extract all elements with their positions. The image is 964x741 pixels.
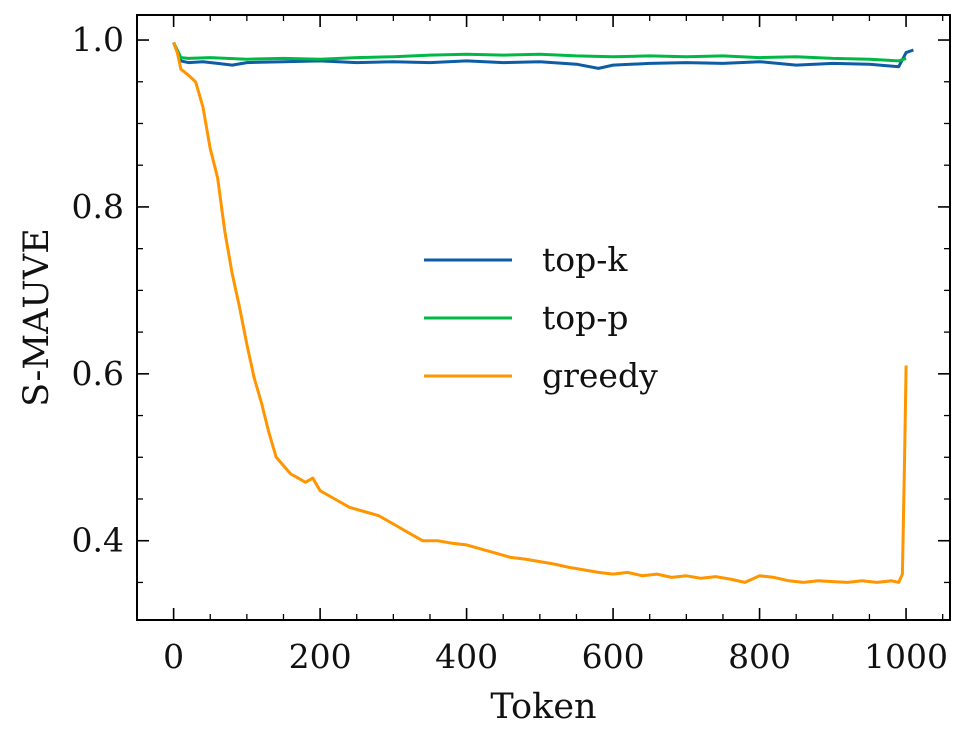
- x-tick-label: 600: [582, 637, 645, 676]
- plot-frame: [136, 14, 951, 621]
- y-tick-label: 0.6: [72, 354, 124, 393]
- x-axis-label: Token: [490, 687, 596, 727]
- legend-label-top-k: top-k: [542, 240, 628, 279]
- x-tick-label: 1000: [864, 637, 948, 676]
- series-line-greedy: [172, 41, 908, 584]
- y-axis-label: S-MAUVE: [17, 228, 57, 407]
- y-tick-label: 1.0: [72, 20, 124, 59]
- x-tick-label: 400: [435, 637, 498, 676]
- y-tick-label: 0.8: [72, 187, 124, 226]
- legend-label-greedy: greedy: [542, 356, 658, 395]
- series-line-top-k: [172, 41, 914, 70]
- legend: top-k top-p greedy: [424, 240, 658, 395]
- x-tick-label: 0: [163, 637, 184, 676]
- x-tick-label: 800: [728, 637, 791, 676]
- series-line-top-p: [172, 41, 907, 63]
- legend-label-top-p: top-p: [542, 298, 629, 337]
- y-tick-label: 0.4: [72, 521, 124, 560]
- series-layer: [172, 41, 914, 584]
- tick-labels: 0 200 400 600 800 1000 0.4 0.6 0.8 1.0: [72, 20, 949, 676]
- x-tick-label: 200: [289, 637, 352, 676]
